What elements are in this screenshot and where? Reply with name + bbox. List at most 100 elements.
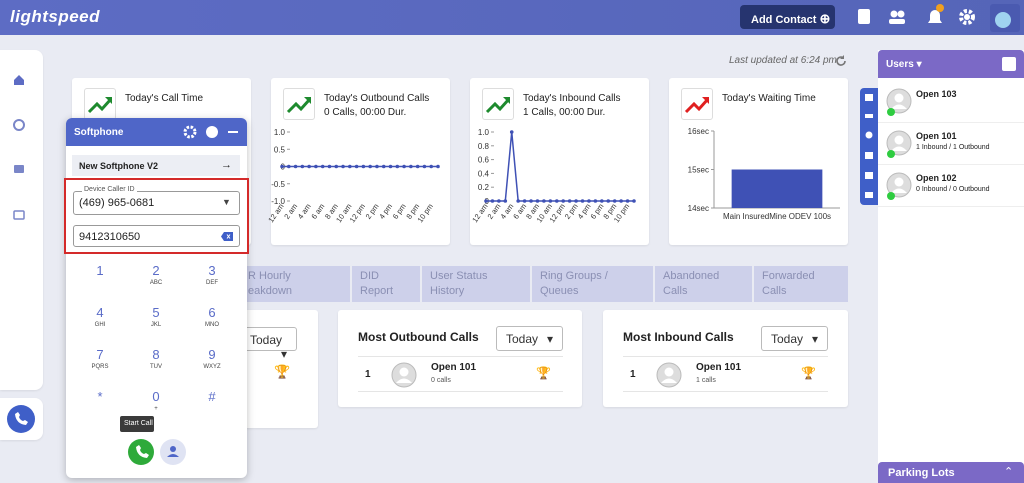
- y-tick-label: 14sec: [688, 204, 709, 213]
- tool-icon[interactable]: [865, 94, 873, 101]
- trend-icon: [482, 88, 514, 120]
- filter-value: Today: [506, 332, 539, 346]
- rank: 1: [365, 369, 371, 380]
- keypad-key[interactable]: 2 ABC: [136, 263, 176, 299]
- add-contact-button[interactable]: Add Contact ⊕: [740, 5, 835, 29]
- softphone-minimize[interactable]: [228, 131, 238, 133]
- logo: lightspeed: [10, 7, 101, 26]
- point: [516, 199, 520, 203]
- trend-icon: [681, 88, 713, 120]
- caller-id-select[interactable]: Device Caller ID (469) 965-0681 ▼: [73, 186, 240, 215]
- stat-card: Today's Inbound Calls 1 Calls, 00:00 Dur.: [470, 78, 649, 245]
- icon-notifications[interactable]: [928, 10, 942, 23]
- key-digit: *: [97, 389, 103, 404]
- keypad-key[interactable]: 1: [80, 263, 120, 299]
- report-tab[interactable]: Abandoned Calls: [655, 266, 752, 302]
- icon-device[interactable]: [858, 9, 870, 24]
- y-tick-label: 1.0: [478, 128, 490, 137]
- softphone-profile[interactable]: New Softphone V2 →: [72, 155, 240, 176]
- last-updated: Last updated at 6:24 pm: [729, 55, 837, 66]
- y-tick-label: 1.0: [274, 128, 286, 137]
- user-avatar: [886, 88, 912, 116]
- softphone-transfer[interactable]: [206, 126, 218, 138]
- refresh-button[interactable]: [834, 54, 848, 68]
- leaderboard-title: Most Outbound Calls: [358, 330, 479, 344]
- softphone-launcher-button[interactable]: [7, 405, 35, 433]
- key-letters: +: [154, 406, 158, 412]
- filter-select[interactable]: Today ▾: [496, 326, 563, 351]
- tool-icon[interactable]: [865, 172, 873, 179]
- stat-title: Today's Outbound Calls: [324, 93, 430, 104]
- report-tab[interactable]: R Hourly eakdown: [240, 266, 350, 302]
- point: [554, 199, 559, 203]
- key-digit: 9: [208, 347, 216, 362]
- keypad-key[interactable]: 3 DEF: [192, 263, 232, 299]
- user-name: Open 102: [916, 173, 957, 183]
- keypad-key[interactable]: 4 GHI: [80, 305, 120, 341]
- report-tab[interactable]: Ring Groups / Queues: [532, 266, 653, 302]
- keypad-key[interactable]: 9 WXYZ: [192, 347, 232, 383]
- tool-icon[interactable]: [865, 152, 873, 159]
- y-tick-label: -1.0: [271, 197, 285, 206]
- add-contact-label: Add Contact: [751, 14, 817, 26]
- users-title[interactable]: Users ▾: [886, 59, 922, 70]
- icon-reports[interactable]: [13, 210, 25, 220]
- tool-icon[interactable]: [865, 192, 873, 198]
- icon-settings[interactable]: [959, 9, 975, 25]
- softphone-title: Softphone: [74, 127, 124, 138]
- tool-icon[interactable]: [865, 131, 873, 139]
- dial-input[interactable]: 9412310650: [73, 225, 240, 247]
- backspace-button[interactable]: [221, 232, 233, 241]
- keypad-key[interactable]: 5 JKL: [136, 305, 176, 341]
- icon-home[interactable]: [14, 75, 24, 85]
- user-avatar: [886, 172, 912, 200]
- icon-messages[interactable]: [14, 165, 24, 173]
- stat-card: Today's Waiting Time: [669, 78, 848, 245]
- user-row[interactable]: Open 101 1 Inbound / 1 Outbound: [878, 125, 1024, 165]
- key-letters: JKL: [150, 322, 162, 328]
- x-tick-label: 6 pm: [391, 202, 408, 221]
- keypad-key[interactable]: #: [192, 389, 232, 425]
- users-title-text: Users: [886, 59, 914, 70]
- point: [561, 199, 566, 203]
- y-tick-label: 0.8: [478, 142, 490, 151]
- point: [388, 164, 393, 169]
- leaderboard-row: 1 Open 101 0 calls 🏆: [358, 356, 563, 392]
- point: [307, 164, 311, 169]
- trophy: 🏆: [536, 366, 551, 380]
- keypad-key[interactable]: 0 +: [136, 389, 176, 425]
- keypad-key[interactable]: 7 PQRS: [80, 347, 120, 383]
- report-tab[interactable]: User Status History: [422, 266, 530, 302]
- leaderboard-card: Most Inbound Calls Today ▾ 1 Open 101 1 …: [603, 310, 848, 407]
- trend-icon: [283, 88, 315, 120]
- user-name: Open 101: [916, 131, 957, 141]
- key-letters: WXYZ: [203, 364, 221, 370]
- keypad-key[interactable]: *: [80, 389, 120, 425]
- filter-select[interactable]: Today ▾: [761, 326, 828, 351]
- user-row[interactable]: Open 103: [878, 83, 1024, 123]
- point: [490, 199, 495, 203]
- filter-select[interactable]: Today ▾: [240, 327, 297, 361]
- point: [535, 199, 540, 203]
- users-settings[interactable]: [1002, 57, 1016, 71]
- key-digit: 6: [208, 305, 216, 320]
- point: [600, 199, 604, 203]
- parking-lots-bar[interactable]: Parking Lots ⌃: [878, 462, 1024, 483]
- x-tick-label: Main InsuredMine ODEV 100s: [723, 212, 831, 221]
- report-tab[interactable]: Forwarded Calls: [754, 266, 848, 302]
- report-tab[interactable]: DID Report: [352, 266, 420, 302]
- key-letters: TUV: [150, 364, 162, 370]
- user-row[interactable]: Open 102 0 Inbound / 0 Outbound: [878, 167, 1024, 207]
- user-detail: 1 Inbound / 1 Outbound: [916, 144, 990, 151]
- icon-users[interactable]: [890, 10, 898, 18]
- icon-dashboard[interactable]: [13, 119, 25, 131]
- tool-icon[interactable]: [865, 114, 873, 118]
- stat-subtitle: 1 Calls, 00:00 Dur.: [523, 107, 606, 118]
- user-avatar: [656, 362, 682, 388]
- keypad-key[interactable]: 6 MNO: [192, 305, 232, 341]
- stat-subtitle: 0 Calls, 00:00 Dur.: [324, 107, 407, 118]
- point: [375, 164, 379, 169]
- keypad-key[interactable]: 8 TUV: [136, 347, 176, 383]
- softphone-settings[interactable]: [183, 125, 197, 139]
